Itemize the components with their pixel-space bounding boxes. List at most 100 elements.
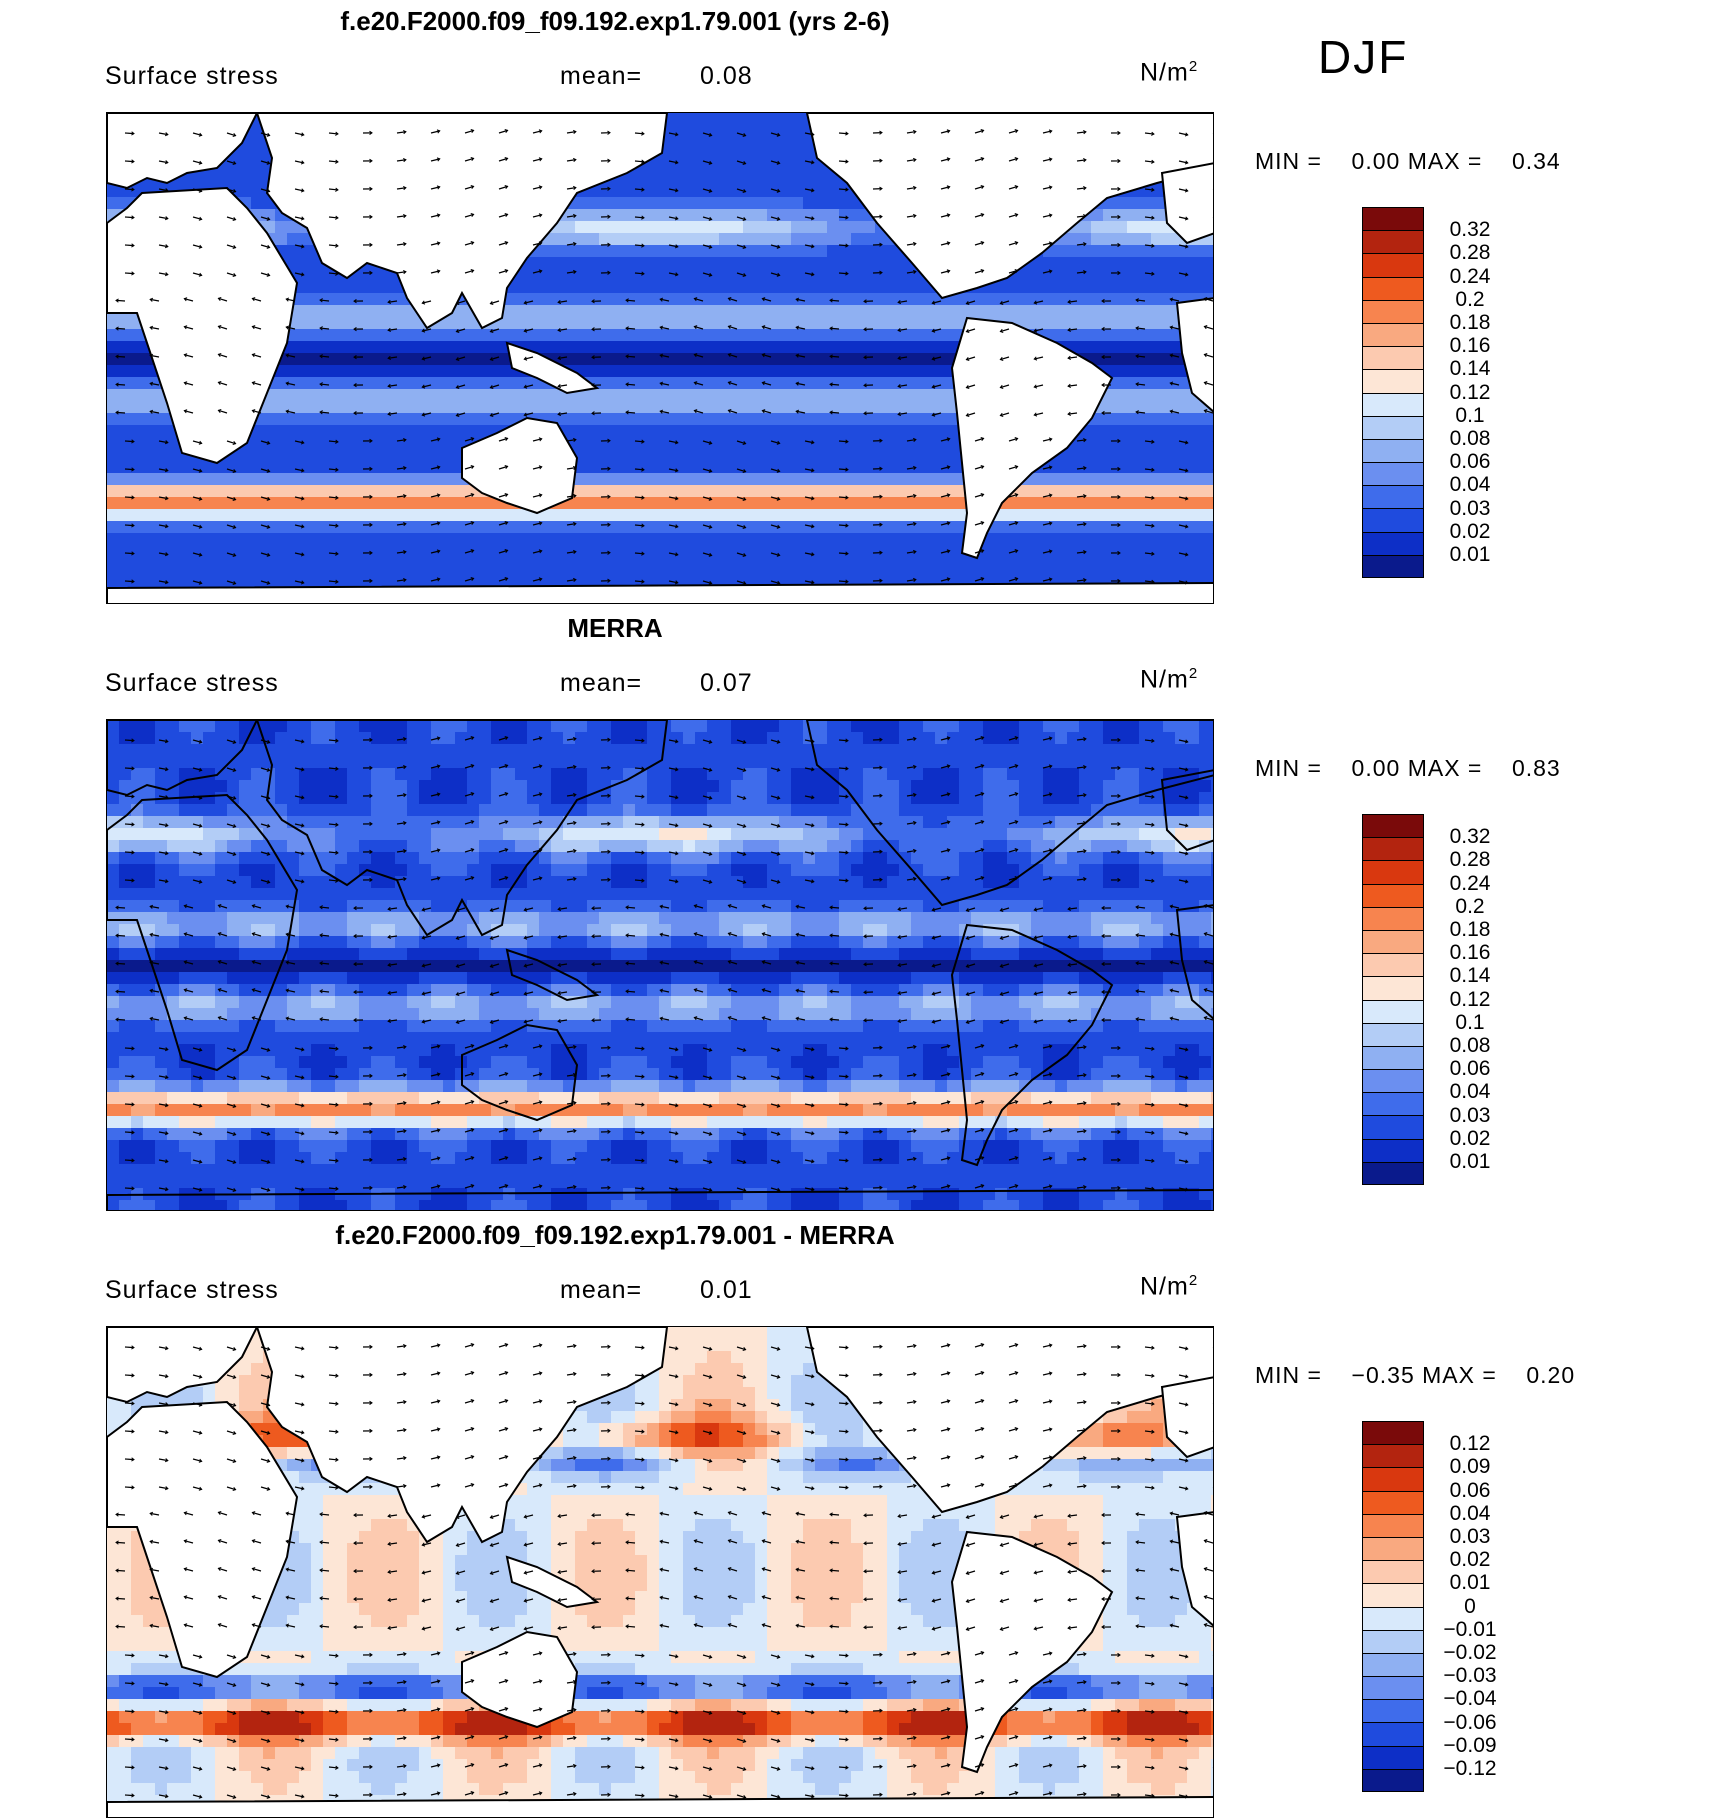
field-cell: [287, 341, 300, 354]
field-cell: [671, 365, 684, 378]
field-cell: [1163, 353, 1176, 366]
field-cell: [431, 521, 444, 534]
colorbar-tick-label: 0.16: [1430, 334, 1510, 358]
field-cell: [419, 341, 432, 354]
field-cell: [911, 497, 924, 510]
field-cell: [1139, 353, 1152, 366]
field-cell: [347, 521, 360, 534]
field-cell: [1115, 341, 1128, 354]
field-cell: [863, 485, 876, 498]
field-cell: [191, 569, 204, 582]
field-cell: [815, 425, 828, 438]
field-cell: [179, 497, 192, 510]
field-cell: [179, 509, 192, 522]
field-cell: [323, 473, 336, 486]
field-cell: [923, 401, 936, 414]
field-cell: [899, 437, 912, 450]
field-cell: [647, 545, 660, 558]
field-cell: [1163, 413, 1176, 426]
field-cell: [1199, 533, 1212, 546]
field-cell: [227, 545, 240, 558]
field-cell: [539, 281, 552, 294]
field-cell: [707, 209, 720, 222]
field-cell: [887, 293, 900, 306]
field-cell: [515, 521, 528, 534]
field-cell: [935, 341, 948, 354]
field-cell: [599, 557, 612, 570]
field-cell: [779, 545, 792, 558]
field-cell: [311, 449, 324, 462]
field-cell: [671, 329, 684, 342]
field-cell: [119, 473, 132, 486]
field-cell: [707, 449, 720, 462]
field-cell: [119, 317, 132, 330]
field-cell: [707, 413, 720, 426]
field-cell: [1103, 413, 1116, 426]
field-cell: [635, 437, 648, 450]
colorbar-swatch: [1362, 346, 1424, 369]
field-cell: [671, 281, 684, 294]
field-cell: [323, 485, 336, 498]
field-cell: [635, 449, 648, 462]
field-cell: [755, 485, 768, 498]
field-cell: [863, 413, 876, 426]
field-cell: [983, 293, 996, 306]
field-cell: [1127, 341, 1140, 354]
field-cell: [683, 281, 696, 294]
field-cell: [851, 437, 864, 450]
field-cell: [803, 509, 816, 522]
field-cell: [299, 341, 312, 354]
field-cell: [839, 413, 852, 426]
field-cell: [467, 389, 480, 402]
field-cell: [119, 509, 132, 522]
field-cell: [407, 533, 420, 546]
field-cell: [383, 473, 396, 486]
field-cell: [587, 281, 600, 294]
field-cell: [455, 389, 468, 402]
field-cell: [1067, 449, 1080, 462]
field-cell: [875, 413, 888, 426]
field-cell: [335, 557, 348, 570]
field-cell: [347, 329, 360, 342]
field-cell: [779, 113, 792, 126]
field-cell: [359, 401, 372, 414]
field-cell: [1079, 281, 1092, 294]
field-cell: [503, 317, 516, 330]
field-cell: [1067, 485, 1080, 498]
field-cell: [875, 557, 888, 570]
field-cell: [167, 557, 180, 570]
field-cell: [203, 545, 216, 558]
field-cell: [695, 341, 708, 354]
stress-vector: [1213, 273, 1214, 276]
field-cell: [215, 497, 228, 510]
field-cell: [1151, 413, 1164, 426]
field-cell: [995, 305, 1008, 318]
field-cell: [587, 353, 600, 366]
field-cell: [1079, 521, 1092, 534]
field-cell: [1031, 317, 1044, 330]
field-cell: [863, 377, 876, 390]
field-cell: [1199, 245, 1212, 258]
field-cell: [635, 365, 648, 378]
field-cell: [887, 257, 900, 270]
field-cell: [1103, 281, 1116, 294]
field-cell: [659, 185, 672, 198]
field-cell: [155, 569, 168, 582]
field-cell: [143, 365, 156, 378]
field-cell: [347, 293, 360, 306]
field-cell: [779, 245, 792, 258]
field-cell: [335, 389, 348, 402]
field-cell: [707, 353, 720, 366]
field-cell: [743, 413, 756, 426]
field-cell: [827, 305, 840, 318]
field-cell: [1079, 509, 1092, 522]
field-cell: [1163, 437, 1176, 450]
field-cell: [683, 545, 696, 558]
field-cell: [1091, 461, 1104, 474]
field-cell: [323, 521, 336, 534]
field-cell: [227, 509, 240, 522]
field-cell: [431, 377, 444, 390]
field-cell: [599, 521, 612, 534]
field-cell: [323, 461, 336, 474]
field-cell: [167, 569, 180, 582]
